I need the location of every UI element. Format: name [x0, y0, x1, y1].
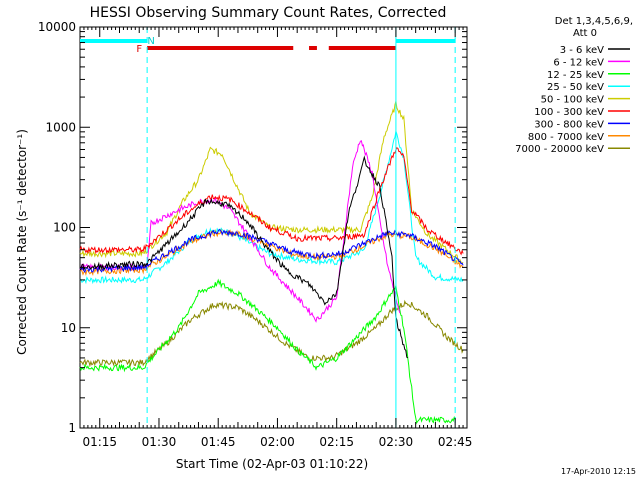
chart-title: HESSI Observing Summary Count Rates, Cor… — [90, 5, 447, 21]
series-line-4 — [79, 101, 464, 265]
series-line-5 — [79, 147, 464, 256]
legend-label-4: 50 - 100 keV — [541, 95, 605, 106]
y-axis-label: Corrected Count Rate (s⁻¹ detector⁻¹) — [15, 129, 29, 355]
x-ticks: 01:15 01:30 01:45 02:00 02:15 02:30 02:45 — [79, 27, 473, 449]
x-tick-label: 01:45 — [201, 435, 236, 449]
series-layer — [79, 101, 464, 425]
series-line-2 — [79, 278, 456, 425]
flag-bars: FN — [80, 36, 456, 55]
y-tick-label: 1 — [68, 421, 76, 435]
legend-header: Det 1,3,4,5,6,9, — [555, 16, 633, 27]
legend-label-0: 3 - 6 keV — [560, 45, 604, 56]
legend-label-5: 100 - 300 keV — [534, 107, 604, 118]
legend-label-1: 6 - 12 keV — [553, 57, 604, 68]
series-line-6 — [79, 229, 464, 274]
legend-header: Att 0 — [573, 28, 597, 39]
x-tick-label: 02:45 — [438, 435, 473, 449]
x-tick-label: 01:30 — [142, 435, 177, 449]
legend-label-6: 300 - 800 keV — [534, 119, 604, 130]
y-tick-label: 10000 — [38, 20, 76, 34]
y-tick-label: 100 — [53, 221, 76, 235]
x-tick-label: 02:30 — [379, 435, 414, 449]
y-tick-label: 1000 — [45, 120, 76, 134]
series-line-8 — [79, 299, 464, 368]
y-ticks: 1 10 100 1000 10000 — [38, 20, 467, 435]
flag-label-0: F — [136, 44, 142, 55]
x-tick-label: 01:15 — [82, 435, 117, 449]
y-axis-label-group: Corrected Count Rate (s⁻¹ detector⁻¹) — [15, 129, 29, 355]
legend-label-3: 25 - 50 keV — [547, 82, 604, 93]
footer-timestamp: 17-Apr-2010 12:15 — [561, 467, 636, 476]
x-axis-label: Start Time (02-Apr-03 01:10:22) — [176, 457, 368, 471]
series-line-3 — [79, 131, 464, 285]
x-tick-label: 02:15 — [319, 435, 354, 449]
legend-label-8: 7000 - 20000 keV — [515, 144, 604, 155]
series-line-0 — [79, 155, 409, 359]
flag-label-1: N — [147, 36, 154, 47]
y-tick-label: 10 — [61, 321, 76, 335]
legend-label-7: 800 - 7000 keV — [528, 132, 604, 143]
marker-lines — [146, 27, 456, 428]
x-tick-label: 02:00 — [260, 435, 295, 449]
legend-label-2: 12 - 25 keV — [547, 70, 604, 81]
